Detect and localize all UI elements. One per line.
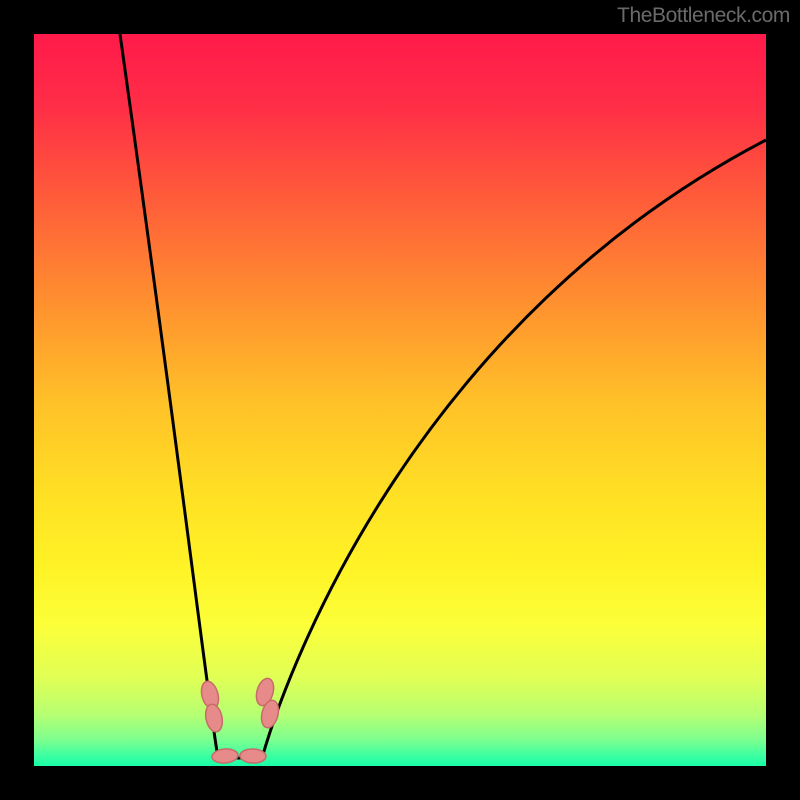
plot-background-gradient [34,34,766,766]
watermark-label: TheBottleneck.com [617,4,790,28]
curve-marker [240,749,266,764]
root-canvas: TheBottleneck.com [0,0,800,800]
bottleneck-chart [0,0,800,800]
